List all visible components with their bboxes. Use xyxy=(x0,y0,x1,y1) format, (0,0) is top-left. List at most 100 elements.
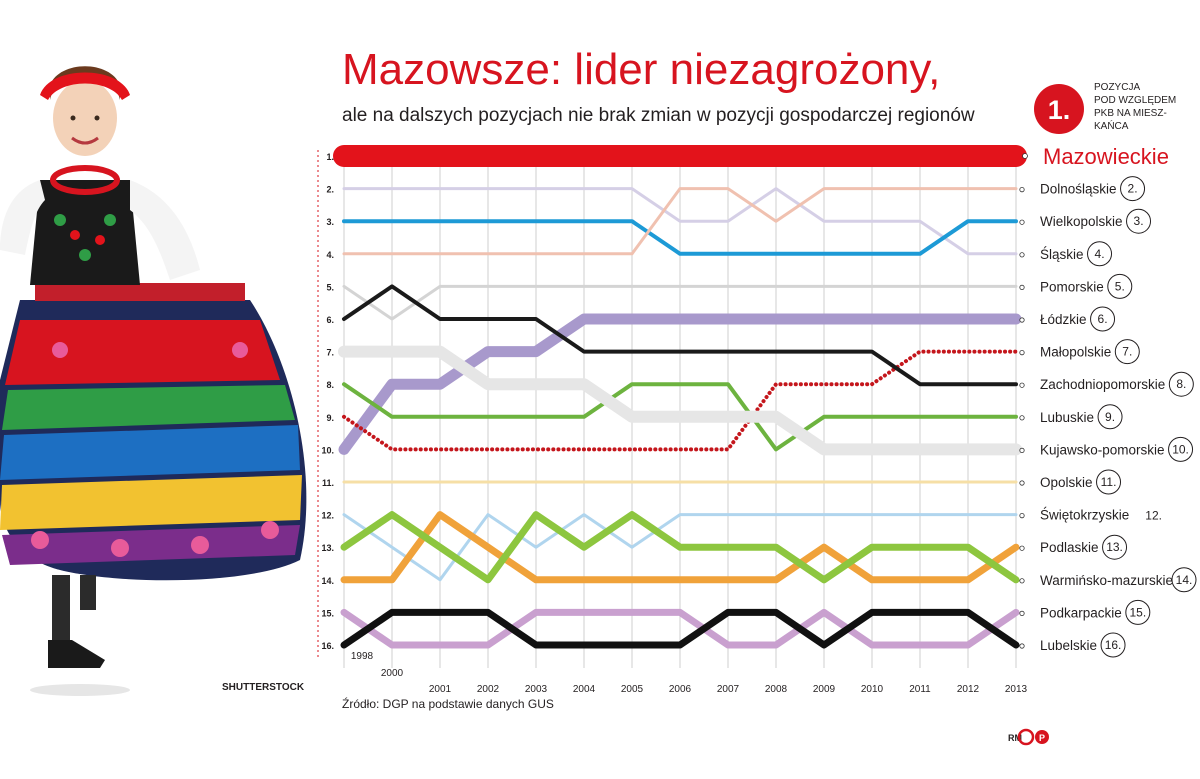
region-rank-number: 8. xyxy=(1176,377,1186,391)
rank-badge-line-4: KAŃCA xyxy=(1094,119,1129,132)
region-label: Świętokrzyskie xyxy=(1040,508,1129,523)
region-label: Mazowieckie xyxy=(1043,144,1169,169)
region-rank-number: 13. xyxy=(1106,540,1123,554)
x-axis: 1998 2000 2001 2002 2003 2004 2005 2006 2007 2008… xyxy=(351,651,1028,695)
region-rank-number: 2. xyxy=(1128,182,1138,196)
y-tick-label: 1. xyxy=(326,152,334,162)
series-line xyxy=(340,608,1020,649)
region-rank-circle xyxy=(1120,176,1146,202)
series-line xyxy=(342,349,1018,452)
label-connector-dot xyxy=(1019,512,1025,519)
y-tick-label: 4. xyxy=(326,250,334,260)
y-tick-label: 3. xyxy=(326,217,334,227)
region-label: Opolskie xyxy=(1040,475,1093,490)
x-tick-label: 2010 xyxy=(861,684,884,695)
label-connector-dot xyxy=(1019,480,1025,486)
label-connector-dot xyxy=(1019,610,1025,617)
svg-text:P: P xyxy=(1039,733,1045,743)
label-connector-dot xyxy=(1019,284,1025,290)
region-label: Zachodniopomorskie xyxy=(1040,377,1165,392)
rank-badge-circle xyxy=(1034,84,1084,134)
region-label: Lubuskie xyxy=(1040,410,1094,425)
region-label: Lubelskie xyxy=(1040,638,1097,653)
y-axis: 1. 2. 3. 4. 5. 6. 7. 8. 9. 10. 11. 12. 13. 14. 15. 16. xyxy=(321,152,334,651)
series-line xyxy=(342,284,1018,387)
label-connector-dot xyxy=(1019,219,1025,225)
region-label: Dolnośląskie xyxy=(1040,182,1117,197)
label-connector-dot xyxy=(1019,317,1025,323)
region-label: Małopolskie xyxy=(1040,345,1111,360)
x-tick-label: 2007 xyxy=(717,684,740,695)
label-connector-dot xyxy=(1019,643,1025,649)
x-tick-label: 2005 xyxy=(621,684,644,695)
label-connector-dot xyxy=(1019,349,1025,356)
x-tick-label: 2006 xyxy=(669,684,692,695)
x-tick-label: 2003 xyxy=(525,684,548,695)
region-rank-number: 4. xyxy=(1095,247,1105,261)
x-tick-label: 2009 xyxy=(813,684,836,695)
region-rank-circle xyxy=(1102,534,1128,560)
y-tick-label: 10. xyxy=(321,445,334,455)
y-tick-label: 2. xyxy=(326,185,334,195)
x-tick-label: 1998 xyxy=(351,651,374,662)
region-label: Łódzkie xyxy=(1040,312,1087,327)
region-rank-number: 5. xyxy=(1115,279,1125,293)
y-tick-label: 14. xyxy=(321,576,334,586)
region-rank-number: 15. xyxy=(1129,605,1146,619)
rank-badge-number: 1. xyxy=(1048,95,1071,125)
label-connector-dot xyxy=(1019,545,1025,551)
region-rank-number: 9. xyxy=(1105,410,1115,424)
series-line xyxy=(342,187,1018,256)
region-label: Warmińsko-mazurskie xyxy=(1040,573,1173,588)
rank-badge-line-2: POD WZGLĘDEM xyxy=(1094,95,1176,106)
region-rank-circle xyxy=(1168,436,1194,462)
x-tick-label: 2011 xyxy=(909,684,931,695)
region-rank-number: 11. xyxy=(1101,475,1117,489)
region-label: Pomorskie xyxy=(1040,279,1104,294)
series-line xyxy=(340,511,1020,584)
photo-credit: SHUTTERSTOCK xyxy=(222,682,305,693)
x-tick-label: 2008 xyxy=(765,684,788,695)
y-tick-label: 13. xyxy=(321,543,334,553)
chart-title: Mazowsze: lider niezagrożony, xyxy=(342,45,940,94)
series-line xyxy=(342,284,1018,321)
y-tick-label: 9. xyxy=(326,413,334,423)
region-rank-circle xyxy=(1096,469,1122,495)
region-rank-circle xyxy=(1114,339,1140,365)
author-initials: RM xyxy=(1008,733,1022,743)
series-line xyxy=(338,345,1022,456)
region-rank-circle xyxy=(1171,567,1197,593)
label-connector-dot xyxy=(1022,153,1028,159)
y-tick-label: 6. xyxy=(326,315,334,325)
rank-badge: 1. POZYCJA POD WZGLĘDEM PKB NA MIESZ- KA… xyxy=(1034,82,1176,134)
x-tick-label: 2002 xyxy=(477,684,500,695)
region-label: Kujawsko-pomorskie xyxy=(1040,442,1165,457)
y-tick-label: 15. xyxy=(321,608,334,618)
y-tick-label: 12. xyxy=(321,511,334,521)
region-rank-number: 16. xyxy=(1105,638,1122,652)
region-rank-circle xyxy=(1168,371,1194,397)
y-tick-label: 8. xyxy=(326,380,334,390)
source-note: Źródło: DGP na podstawie danych GUS xyxy=(342,696,554,711)
label-connector-dot xyxy=(1019,187,1025,193)
region-label: Śląskie xyxy=(1040,247,1084,262)
grid xyxy=(317,150,1017,668)
series-line xyxy=(340,608,1020,649)
region-label: Podlaskie xyxy=(1040,540,1099,555)
series-line xyxy=(342,187,1018,256)
region-rank-circle xyxy=(1126,208,1152,234)
series-layer xyxy=(333,145,1027,649)
label-connector-dot xyxy=(1019,252,1025,258)
label-connector-dot xyxy=(1019,382,1025,388)
x-tick-label: 2000 xyxy=(381,668,404,679)
y-tick-label: 16. xyxy=(321,641,334,651)
label-connector-dot xyxy=(1019,447,1025,453)
region-rank-number: 12. xyxy=(1145,509,1162,523)
y-tick-label: 11. xyxy=(322,478,334,488)
region-rank-circle xyxy=(1125,599,1151,625)
folk-dancer-illustration xyxy=(0,66,307,696)
series-line xyxy=(342,382,1018,452)
region-rank-number: 7. xyxy=(1122,345,1132,359)
x-tick-label: 2004 xyxy=(573,684,596,695)
